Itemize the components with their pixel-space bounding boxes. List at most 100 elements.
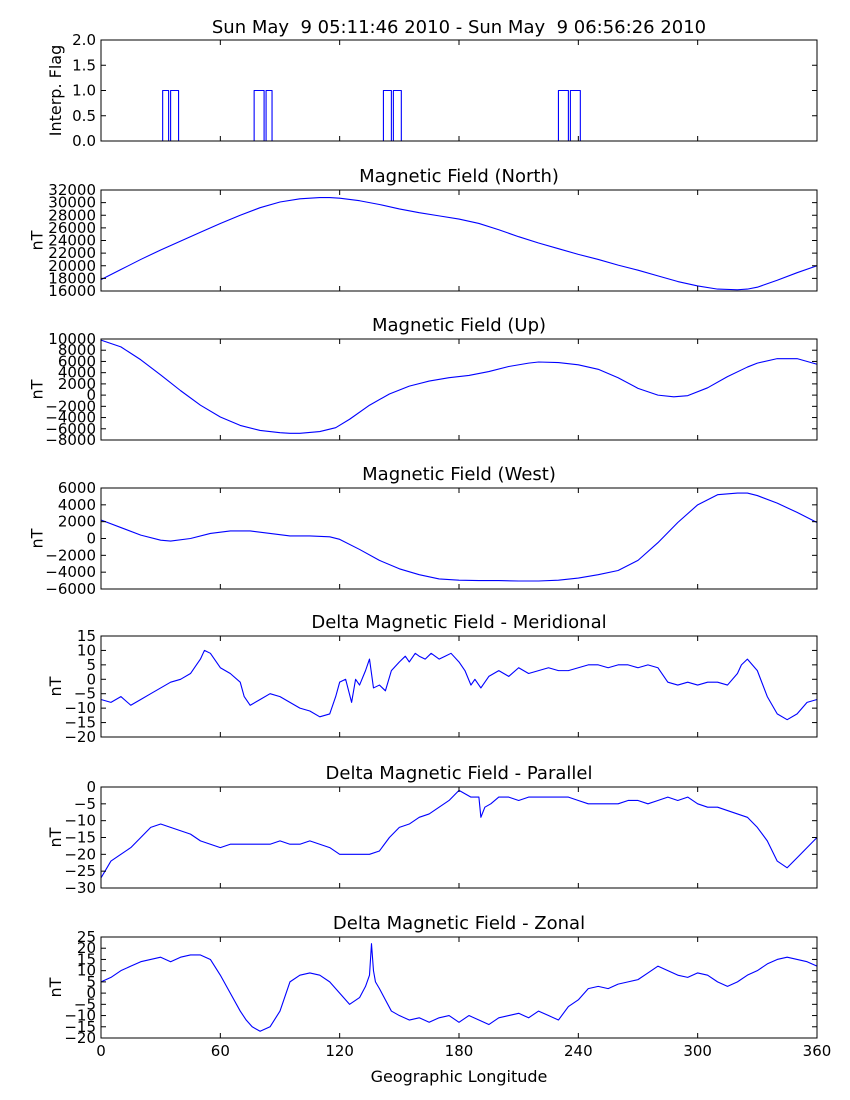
y-tick-label: −5	[74, 685, 96, 703]
series-line	[101, 89, 817, 142]
y-tick-label: 0.0	[72, 132, 96, 150]
x-tick-label: 120	[325, 1042, 354, 1060]
y-axis-label: nT	[28, 379, 47, 399]
series-line	[100, 339, 818, 434]
y-tick-label: 6000	[58, 352, 96, 370]
y-tick-label: −5	[74, 795, 96, 813]
y-tick-label: 0	[86, 984, 96, 1002]
panel-title: Magnetic Field (West)	[362, 464, 556, 485]
y-tick-label: −20	[64, 845, 96, 863]
panel-title: Delta Magnetic Field - Zonal	[333, 913, 585, 934]
y-tick-label: −30	[64, 879, 96, 897]
plot-frame	[100, 189, 818, 292]
y-tick-label: 6000	[58, 479, 96, 497]
y-tick-label: 22000	[48, 244, 96, 262]
y-tick-label: −15	[64, 714, 96, 732]
y-tick-label: 10000	[48, 330, 96, 348]
plot-frame	[100, 786, 818, 889]
plot-frame	[100, 936, 818, 1039]
y-axis-label: nT	[28, 528, 47, 548]
x-tick-label: 60	[211, 1042, 230, 1060]
panel-3: −8000−6000−4000−200002000400060008000100…	[28, 315, 818, 449]
y-tick-label: 1.5	[72, 56, 96, 74]
y-tick-label: 32000	[48, 181, 96, 199]
y-tick-label: 30000	[48, 194, 96, 212]
y-tick-label: 0	[86, 530, 96, 548]
y-tick-label: −15	[64, 829, 96, 847]
panel-title: Delta Magnetic Field - Parallel	[326, 763, 593, 784]
y-axis-label: nT	[28, 230, 47, 250]
panel-title: Magnetic Field (Up)	[372, 315, 546, 336]
panel-title: Magnetic Field (North)	[359, 166, 559, 187]
y-axis-label: Interp. Flag	[46, 45, 65, 136]
plot-frame	[100, 39, 818, 142]
series-line	[100, 197, 818, 291]
plot-frame	[100, 338, 818, 441]
y-tick-label: 15	[77, 627, 96, 645]
y-tick-label: −2000	[45, 546, 96, 564]
y-tick-label: −2000	[45, 397, 96, 415]
y-tick-label: 5	[86, 656, 96, 674]
y-tick-label: 25	[77, 928, 96, 946]
y-tick-label: −25	[64, 862, 96, 880]
x-axis-label: Geographic Longitude	[371, 1067, 548, 1086]
x-tick-label: 180	[445, 1042, 474, 1060]
series-line	[100, 789, 818, 879]
y-tick-label: −8000	[45, 431, 96, 449]
y-axis-label: nT	[46, 977, 65, 997]
y-tick-label: −20	[64, 728, 96, 746]
plot-frame	[100, 635, 818, 738]
x-tick-label: 240	[564, 1042, 593, 1060]
y-tick-label: −15	[64, 1018, 96, 1036]
y-tick-label: 4000	[58, 496, 96, 514]
y-tick-label: −4000	[45, 563, 96, 581]
y-axis-label: nT	[46, 676, 65, 696]
y-tick-label: 18000	[48, 269, 96, 287]
y-tick-label: −10	[64, 812, 96, 830]
y-tick-label: −5	[74, 995, 96, 1013]
y-tick-label: 2.0	[72, 31, 96, 49]
x-tick-label: 360	[803, 1042, 832, 1060]
series-line	[100, 649, 818, 721]
y-tick-label: 28000	[48, 206, 96, 224]
plot-frame	[100, 487, 818, 590]
y-axis-label: nT	[46, 827, 65, 847]
panel-title: Delta Magnetic Field - Meridional	[311, 612, 606, 633]
y-tick-label: 5	[86, 973, 96, 991]
series-line	[100, 943, 818, 1032]
y-tick-label: 0	[86, 386, 96, 404]
y-tick-label: 10	[77, 641, 96, 659]
y-tick-label: 1.0	[72, 82, 96, 100]
y-tick-label: −20	[64, 1029, 96, 1047]
y-tick-label: 0	[86, 778, 96, 796]
y-tick-label: 20	[77, 939, 96, 957]
y-tick-label: 24000	[48, 232, 96, 250]
y-tick-label: −10	[64, 699, 96, 717]
y-tick-label: 2000	[58, 513, 96, 531]
figure-title: Sun May 9 05:11:46 2010 - Sun May 9 06:5…	[212, 17, 706, 38]
y-tick-label: 2000	[58, 375, 96, 393]
y-tick-label: 16000	[48, 282, 96, 300]
y-tick-label: 8000	[58, 341, 96, 359]
y-tick-label: −6000	[45, 580, 96, 598]
y-tick-label: 20000	[48, 257, 96, 275]
panel-2: 1600018000200002200024000260002800030000…	[28, 166, 818, 300]
y-tick-label: 0.5	[72, 107, 96, 125]
y-tick-label: 10	[77, 962, 96, 980]
y-tick-label: 15	[77, 950, 96, 968]
y-tick-label: −6000	[45, 420, 96, 438]
panel-1: 0.0 0.5 1.0 1.5 2.0 Interp. Flag	[46, 31, 818, 150]
y-tick-label: 4000	[58, 364, 96, 382]
x-tick-label: 0	[96, 1042, 106, 1060]
panel-6: −30−25−20−15−10−50 nT Delta Magnetic Field…	[46, 763, 818, 897]
x-tick-label: 300	[683, 1042, 712, 1060]
y-tick-label: −10	[64, 1007, 96, 1025]
y-tick-label: 26000	[48, 219, 96, 237]
series-line	[100, 492, 818, 582]
y-tick-label: 0	[86, 670, 96, 688]
